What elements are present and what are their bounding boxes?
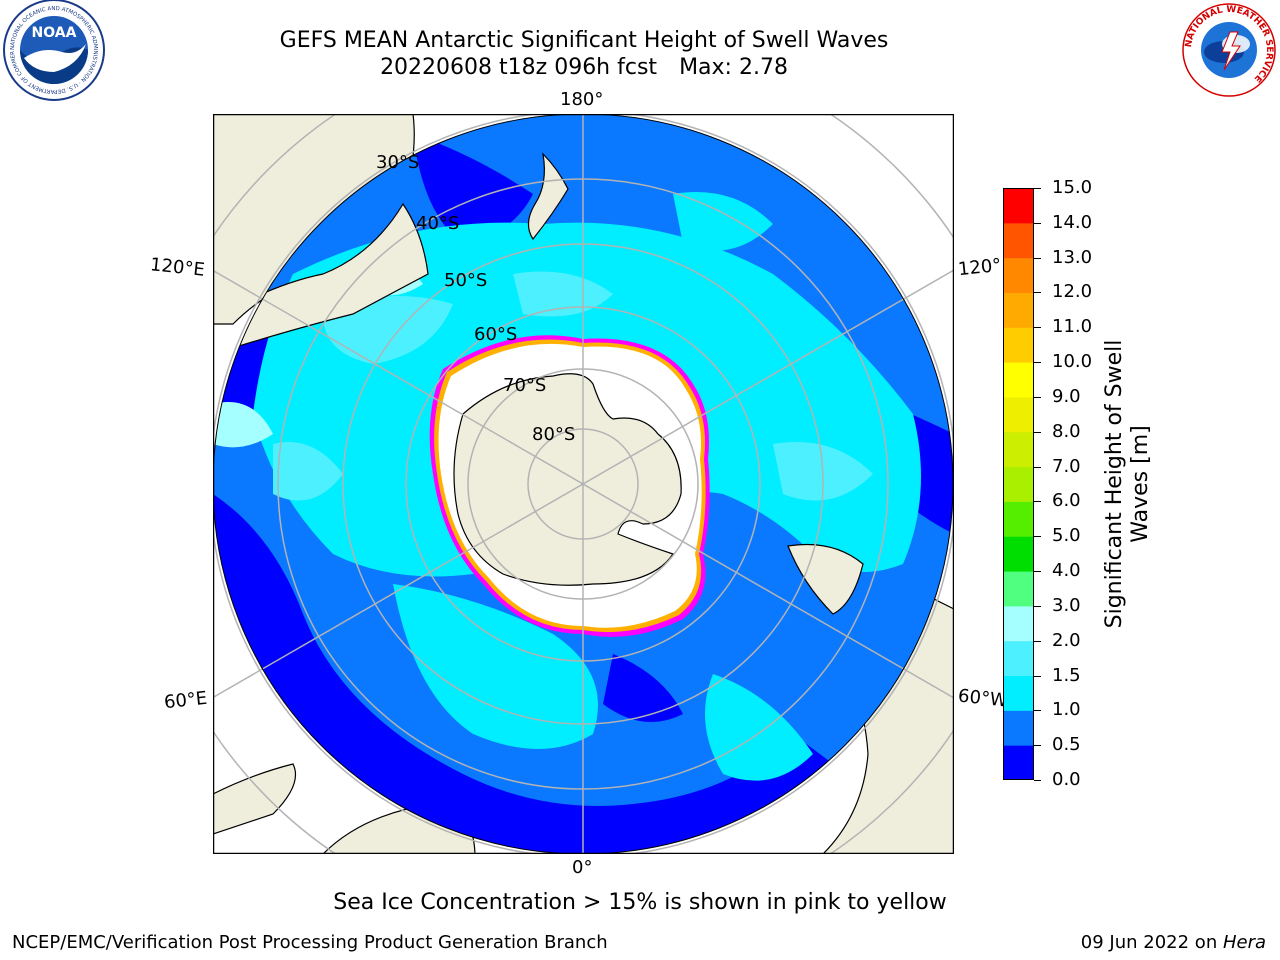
colorbar-tick-mark [1034, 327, 1041, 329]
colorbar-swatch [1003, 396, 1034, 433]
colorbar-tick-mark [1034, 257, 1041, 259]
colorbar-tick-mark [1034, 431, 1041, 433]
colorbar-tick-mark [1034, 396, 1041, 398]
colorbar-tick-mark [1034, 466, 1041, 468]
colorbar-label: Significant Height of Swell Waves [m] [1102, 339, 1153, 629]
colorbar-swatch [1003, 466, 1034, 502]
colorbar-swatch [1003, 188, 1034, 224]
colorbar-swatch [1003, 745, 1034, 780]
colorbar-swatch [1003, 571, 1034, 607]
colorbar-tick-label: 0.0 [1052, 769, 1081, 790]
graticule [213, 114, 954, 854]
colorbar-tick-label: 5.0 [1052, 525, 1081, 547]
map-subtitle: 20220608 t18z 096h fcst Max: 2.78 [200, 54, 968, 81]
colorbar-tick-mark [1034, 640, 1041, 642]
colorbar-swatch [1003, 605, 1034, 642]
colorbar-tick-mark [1034, 362, 1041, 364]
lon-label-180: 180° [560, 89, 604, 110]
colorbar-tick-label: 1.0 [1052, 699, 1081, 721]
map-title: GEFS MEAN Antarctic Significant Height o… [279, 28, 889, 53]
map-frame-border [213, 114, 954, 854]
colorbar-tick-label: 3.0 [1052, 594, 1081, 616]
colorbar-swatch [1003, 362, 1034, 398]
colorbar-swatch [1003, 222, 1034, 259]
antarctica-land [453, 373, 682, 586]
colorbar-tick-mark [1034, 222, 1041, 224]
colorbar-tick-label: 7.0 [1052, 455, 1081, 477]
colorbar-swatch [1003, 675, 1034, 711]
colorbar-tick-mark [1034, 780, 1041, 781]
colorbar-swatch [1003, 327, 1034, 363]
max-value: Max: 2.78 [679, 55, 788, 80]
colorbar-tick-label: 13.0 [1052, 246, 1093, 268]
footer-date: 09 Jun 2022 on Hera [1080, 932, 1266, 953]
colorbar-tick-mark [1034, 536, 1041, 538]
colorbar-swatch [1003, 640, 1034, 677]
new-zealand-land [527, 152, 569, 241]
lat-label-80s: 80°S [532, 424, 576, 445]
noaa-logo-text: NOAA [32, 25, 77, 41]
colorbar-swatch [1003, 536, 1034, 572]
lat-label-50s: 50°S [444, 270, 488, 291]
noaa-logo: NATIONAL OCEANIC AND ATMOSPHERIC ADMINIS… [2, 0, 105, 101]
colorbar-swatch [1003, 257, 1034, 293]
nws-logo: NATIONAL WEATHER SERVICE [1182, 3, 1276, 97]
colorbar-tick-label: 8.0 [1052, 420, 1081, 442]
colorbar-tick-mark [1034, 605, 1041, 607]
colorbar-tick-label: 0.5 [1052, 734, 1081, 756]
colorbar-tick-label: 10.0 [1052, 351, 1093, 373]
colorbar [1003, 188, 1034, 780]
footer-host: Hera [1222, 932, 1266, 953]
lat-label-70s: 70°S [503, 375, 547, 396]
colorbar-tick-mark [1034, 745, 1041, 747]
colorbar-tick-mark [1034, 188, 1041, 189]
colorbar-tick-label: 11.0 [1052, 316, 1093, 338]
forecast-date: 20220608 t18z 096h fcst [380, 55, 658, 80]
colorbar-tick-label: 4.0 [1052, 560, 1081, 582]
lat-label-40s: 40°S [416, 213, 460, 234]
lat-label-30s: 30°S [376, 152, 420, 173]
colorbar-tick-label: 12.0 [1052, 281, 1093, 303]
colorbar-tick-mark [1034, 710, 1041, 712]
colorbar-swatch [1003, 292, 1034, 328]
colorbar-tick-label: 14.0 [1052, 211, 1093, 233]
colorbar-tick-label: 2.0 [1052, 629, 1081, 651]
colorbar-tick-label: 6.0 [1052, 490, 1081, 512]
colorbar-tick-mark [1034, 675, 1041, 677]
colorbar-tick-mark [1034, 501, 1041, 503]
polar-map [213, 114, 954, 854]
lon-label-120e: 120°E [149, 254, 206, 281]
lat-label-60s: 60°S [474, 324, 518, 345]
lon-label-120w: 120° [957, 254, 1003, 281]
colorbar-tick-mark [1034, 571, 1041, 573]
footer-producer: NCEP/EMC/Verification Post Processing Pr… [12, 932, 608, 953]
colorbar-tick-label: 15.0 [1052, 177, 1093, 198]
lon-label-60w: 60°W [957, 685, 1009, 712]
colorbar-swatch [1003, 501, 1034, 537]
lon-label-0: 0° [572, 857, 593, 878]
colorbar-swatch [1003, 710, 1034, 746]
sea-ice-note: Sea Ice Concentration > 15% is shown in … [333, 890, 947, 915]
colorbar-tick-label: 1.5 [1052, 664, 1081, 686]
colorbar-tick-mark [1034, 292, 1041, 294]
lon-label-60e: 60°E [163, 687, 209, 714]
colorbar-tick-label: 9.0 [1052, 385, 1081, 407]
madagascar-land [213, 763, 297, 835]
colorbar-swatch [1003, 431, 1034, 468]
